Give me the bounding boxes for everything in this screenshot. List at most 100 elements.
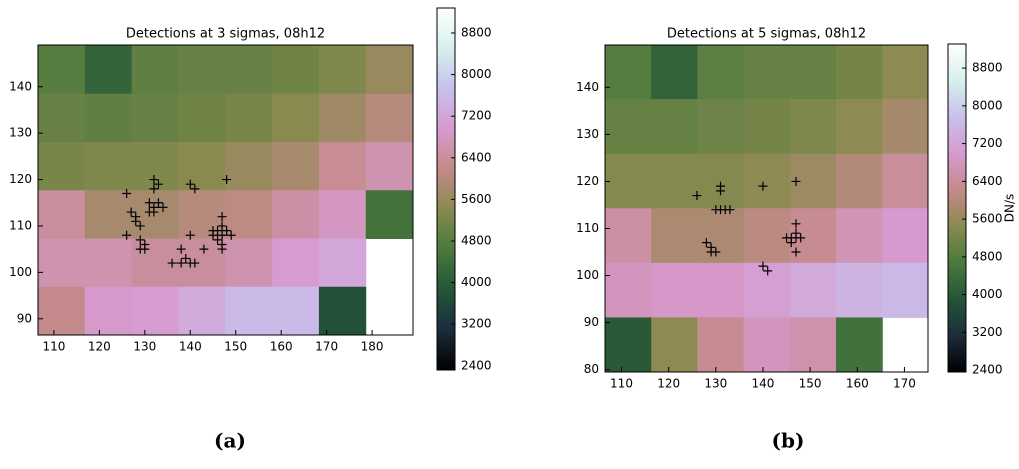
heatmap-cell (84, 141, 133, 191)
chart-title: Detections at 3 sigmas, 08h12 (126, 27, 325, 42)
heatmap-cell (131, 45, 179, 95)
heatmap-cell (178, 93, 226, 143)
colorbar-tick-label: 4000 (461, 275, 492, 289)
x-tick-label: 130 (133, 340, 156, 354)
chart-title: Detections at 5 sigmas, 08h12 (667, 27, 866, 42)
detection-marker (149, 175, 159, 185)
heatmap-cell (365, 141, 414, 191)
y-tick-label: 110 (576, 221, 599, 235)
x-tick-label: 120 (657, 377, 680, 391)
heatmap-cell (743, 317, 791, 373)
x-tick-label: 120 (88, 340, 111, 354)
detection-marker (217, 230, 227, 240)
detection-marker (190, 258, 200, 268)
colorbar-tick-label: 4000 (972, 287, 1003, 301)
heatmap-cell (743, 262, 791, 318)
detection-marker (711, 247, 721, 257)
heatmap-cell (272, 45, 320, 95)
colorbar-tick-label: 7200 (461, 109, 492, 123)
detection-marker (692, 191, 702, 201)
colorbar-tick-label: 8800 (461, 25, 492, 39)
colorbar-tick-label: 5600 (972, 212, 1003, 226)
panel-caption: (b) (772, 429, 805, 453)
heatmap-cell (225, 93, 273, 143)
detection-marker (158, 202, 168, 212)
heatmap-cell (789, 317, 837, 373)
heatmap-cell (178, 286, 226, 336)
detection-marker (763, 266, 773, 276)
heatmap-cell (651, 262, 698, 318)
detection-marker (716, 186, 726, 196)
detection-marker (222, 226, 232, 236)
heatmap-cell (318, 141, 367, 191)
detection-marker (796, 233, 806, 243)
heatmap-cell (697, 317, 745, 373)
plot-frame (37, 44, 414, 336)
detection-marker (135, 221, 145, 231)
heatmap-cell (272, 141, 320, 191)
detection-marker (217, 221, 227, 231)
heatmap-cell (131, 93, 179, 143)
y-tick-label: 80 (584, 362, 599, 376)
detection-marker (122, 230, 132, 240)
y-tick-label: 120 (9, 172, 32, 186)
heatmap-cell (836, 99, 883, 155)
detection-marker (226, 230, 236, 240)
heatmap-cell (84, 45, 133, 95)
y-tick-label: 90 (584, 315, 599, 329)
heatmap-cell (318, 93, 367, 143)
heatmap-cell (743, 45, 791, 100)
heatmap-cell (743, 153, 791, 209)
detection-marker (701, 238, 711, 248)
heatmap-cell (38, 141, 86, 191)
detection-marker (153, 179, 163, 189)
detection-marker (791, 247, 801, 257)
detection-marker (791, 219, 801, 229)
x-tick-label: 140 (179, 340, 202, 354)
heatmap-cell (131, 190, 179, 239)
detection-marker (791, 176, 801, 186)
heatmap-cell (38, 190, 86, 239)
detection-marker (135, 235, 145, 245)
heatmap-cell (318, 45, 367, 95)
heatmap-cell (605, 262, 652, 318)
heatmap-cell (789, 208, 837, 264)
heatmap-cell (651, 99, 698, 155)
detection-marker (711, 205, 721, 215)
heatmap-cell (225, 141, 273, 191)
heatmap-cell (882, 262, 929, 318)
heatmap-cell (836, 153, 883, 209)
y-tick-label: 100 (9, 265, 32, 279)
heatmap-cell (225, 286, 273, 336)
x-tick-label: 170 (315, 340, 338, 354)
y-tick-label: 140 (576, 80, 599, 94)
colorbar-tick-label: 8800 (972, 61, 1003, 75)
detection-marker (181, 253, 191, 263)
heatmap-cell (225, 238, 273, 288)
heatmap-cell (882, 99, 929, 155)
heatmap-cell (272, 238, 320, 288)
heatmap-cell (38, 286, 86, 336)
detection-marker (786, 238, 796, 248)
heatmap-cell (651, 317, 698, 373)
y-tick-label: 140 (9, 79, 32, 93)
heatmap-cell (697, 153, 745, 209)
x-tick-label: 160 (270, 340, 293, 354)
heatmap-cell (697, 45, 745, 100)
heatmap-cell (651, 208, 698, 264)
detection-marker (725, 205, 735, 215)
heatmap-cell (605, 153, 652, 209)
heatmap-cell (272, 286, 320, 336)
panel-caption: (a) (214, 429, 246, 453)
heatmap-cell (836, 317, 883, 373)
heatmap-cell (697, 262, 745, 318)
heatmap-cell (225, 190, 273, 239)
x-tick-label: 110 (42, 340, 65, 354)
colorbar (947, 43, 967, 373)
heatmap-cell (365, 93, 414, 143)
heatmap-cell (272, 93, 320, 143)
heatmap-cell (131, 141, 179, 191)
y-tick-label: 130 (9, 126, 32, 140)
